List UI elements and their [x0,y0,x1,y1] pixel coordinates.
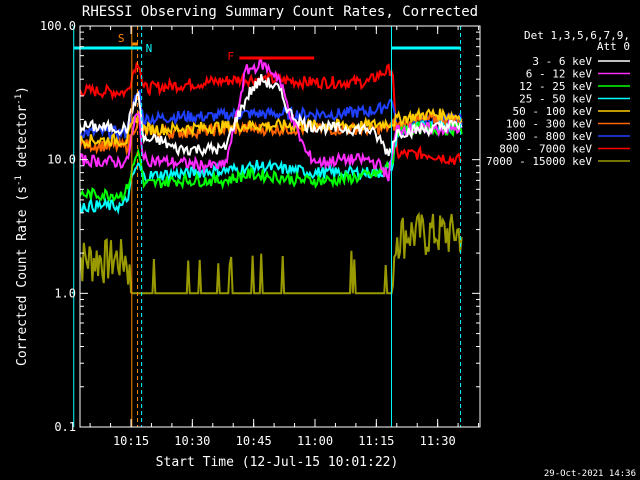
legend-item-label: 300 - 800 keV [506,130,592,143]
x-tick-label: 10:30 [174,434,210,448]
plot-frame [79,25,481,428]
series-line [80,57,463,182]
series-line [80,73,463,158]
legend-item-label: 7000 - 15000 keV [486,155,592,168]
y-tick-label: 0.1 [54,420,76,434]
series-6-12-kev [80,57,463,182]
x-axis: 10:15 10:30 10:45 11:00 11:15 11:30 [89,26,480,448]
legend-item-label: 12 - 25 keV [519,80,592,93]
y-tick-label: 10.0 [47,153,76,167]
flag-label-f: F [227,50,234,63]
legend-item-label: 6 - 12 keV [526,68,593,81]
y-axis: 100.0 10.0 1.0 0.1 [40,19,480,434]
x-axis-label: Start Time (12-Jul-15 10:01:22) [156,455,399,470]
y-tick-label: 1.0 [54,286,76,300]
x-tick-label: 11:15 [358,434,394,448]
chart-title: RHESSI Observing Summary Count Rates, Co… [82,4,478,20]
y-axis-label: Corrected Count Rate (s-1 detector-1) [14,86,30,366]
legend-item-label: 3 - 6 keV [532,55,592,68]
x-tick-label: 11:30 [420,434,456,448]
series-line [80,211,463,295]
x-tick-label: 10:45 [236,434,272,448]
legend-header-line: Att 0 [597,40,630,53]
legend-item-label: 800 - 7000 keV [499,143,592,156]
legend-header-line: Det 1,3,5,6,7,9, [524,29,630,42]
legend-item-label: 100 - 300 keV [506,118,592,131]
flag-label-s: S [118,32,125,45]
series-3-6-kev [80,73,463,158]
legend-item-label: 25 - 50 keV [519,93,592,106]
y-tick-label: 100.0 [40,19,76,33]
flag-label-n: N [146,42,153,55]
x-tick-label: 11:00 [297,434,333,448]
legend-item-label: 50 - 100 keV [513,105,593,118]
series-7000-15000-kev [80,211,463,295]
footer-timestamp: 29-Oct-2021 14:36 [544,469,636,479]
x-tick-label: 10:15 [113,434,149,448]
